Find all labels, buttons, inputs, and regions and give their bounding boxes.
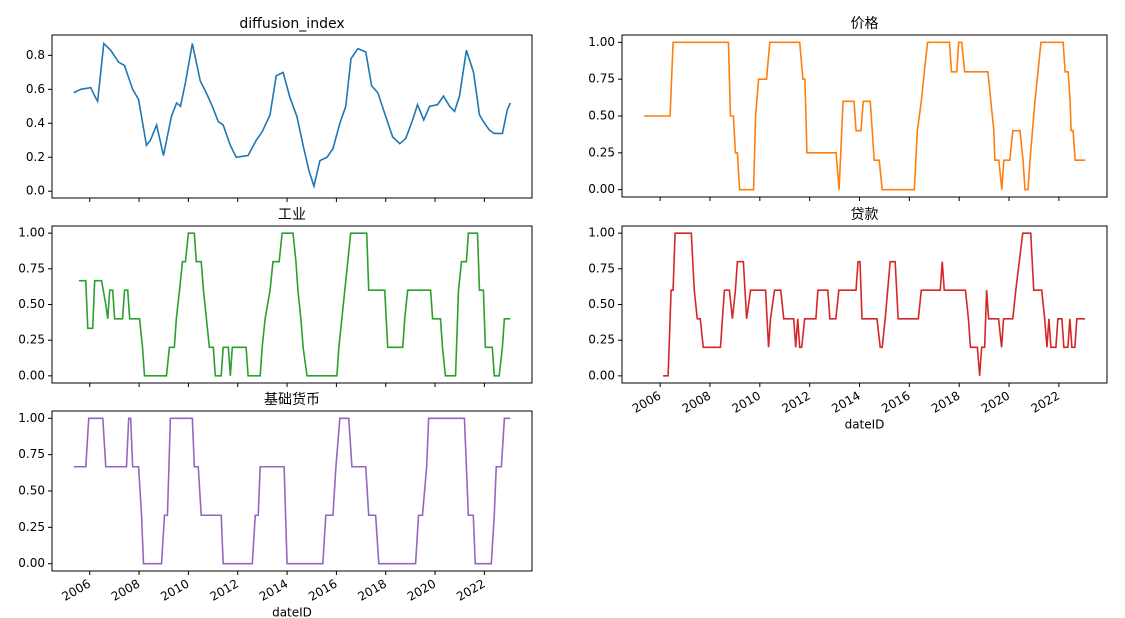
y-tick-label: 0.75 [18, 261, 45, 275]
x-tick-label: 2008 [680, 389, 713, 416]
y-tick-label: 0.50 [588, 297, 615, 311]
subplot: 价格 0.00 0.25 0.50 0.75 1.00 [588, 16, 1108, 201]
x-tick-label: 2020 [405, 577, 438, 604]
x-tick-label: 2006 [60, 577, 93, 604]
y-tick-label: 0.25 [588, 145, 615, 159]
data-line [73, 41, 512, 190]
y-tick-label: 0.00 [588, 182, 615, 196]
x-tick-label: 2012 [779, 389, 812, 416]
y-tick-label: 1.00 [588, 226, 615, 240]
axes-frame [621, 225, 1108, 384]
subplot-title: 工业 [278, 207, 306, 223]
y-tick-label: 0.75 [588, 72, 615, 86]
y-tick-label: 0.00 [18, 368, 45, 382]
x-tick-label: 2016 [879, 389, 912, 416]
axes-frame [51, 34, 533, 199]
x-tick-label: 2006 [630, 389, 663, 416]
subplot: diffusion_index 0.0 0.2 0.4 0.6 0.8 [26, 16, 533, 202]
x-tick-label: 2008 [109, 577, 142, 604]
subplot-title: 贷款 [851, 207, 879, 223]
x-tick-label: 2022 [454, 577, 487, 604]
x-tick-label: 2012 [208, 577, 241, 604]
x-tick-label: 2010 [158, 577, 191, 604]
subplot: 贷款 0.00 0.25 0.50 0.75 1.00 2006 2008 2010 2012 20… [588, 207, 1108, 432]
data-line [663, 232, 1086, 377]
axes-frame [51, 410, 533, 572]
x-tick-label: 2018 [929, 389, 962, 416]
y-tick-label: 0.4 [26, 116, 45, 130]
x-tick-label: 2010 [730, 389, 763, 416]
y-tick-label: 1.00 [18, 226, 45, 240]
y-tick-label: 0.2 [26, 150, 45, 164]
y-tick-label: 0.25 [18, 520, 45, 534]
y-tick-label: 0.0 [26, 184, 45, 198]
data-line [73, 417, 511, 565]
y-tick-label: 1.00 [588, 35, 615, 49]
x-tick-label: 2014 [257, 577, 290, 604]
x-tick-label: 2014 [829, 389, 862, 416]
x-tick-label: 2022 [1029, 389, 1062, 416]
y-tick-label: 0.25 [18, 333, 45, 347]
axes-frame [621, 34, 1108, 198]
y-tick-label: 0.50 [18, 297, 45, 311]
y-tick-label: 1.00 [18, 411, 45, 425]
y-tick-label: 0.00 [588, 368, 615, 382]
x-tick-label: 2018 [356, 577, 389, 604]
y-tick-label: 0.75 [588, 261, 615, 275]
x-tick-label: 2020 [979, 389, 1012, 416]
subplot-title: 基础货币 [264, 391, 320, 408]
y-tick-label: 0.6 [26, 82, 45, 96]
axes-frame [51, 225, 533, 384]
x-tick-label: 2016 [306, 577, 339, 604]
y-tick-label: 0.25 [588, 333, 615, 347]
y-tick-label: 0.50 [18, 484, 45, 498]
subplot-title: 价格 [851, 16, 879, 32]
subplot-title: diffusion_index [239, 16, 344, 32]
subplot: 工业 0.00 0.25 0.50 0.75 1.00 [18, 207, 533, 387]
subplot: 基础货币 0.00 0.25 0.50 0.75 1.00 2006 2008 2010 2012… [18, 391, 533, 618]
y-tick-label: 0.75 [18, 447, 45, 461]
data-line [643, 41, 1086, 191]
y-tick-label: 0.8 [26, 48, 45, 62]
x-axis-label: dateID [272, 606, 312, 618]
x-axis-label: dateID [845, 418, 885, 432]
y-tick-label: 0.50 [588, 109, 615, 123]
data-line [78, 232, 511, 377]
y-tick-label: 0.00 [18, 556, 45, 570]
